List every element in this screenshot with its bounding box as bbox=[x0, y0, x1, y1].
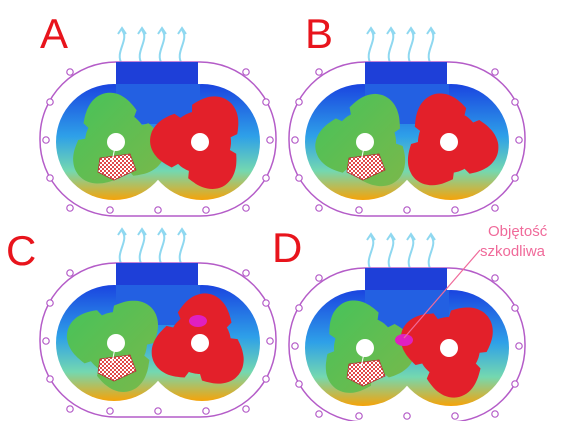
bolt-hole-icon bbox=[66, 269, 74, 277]
bolt-hole-icon bbox=[511, 174, 519, 182]
right-shaft bbox=[440, 339, 458, 357]
wavy-arrow-icon bbox=[387, 29, 395, 65]
bolt-hole-icon bbox=[295, 304, 303, 312]
dead-volume bbox=[189, 315, 207, 327]
bolt-hole-icon bbox=[42, 337, 50, 345]
bolt-hole-icon bbox=[46, 98, 54, 106]
panel-label-b: B bbox=[305, 10, 333, 57]
bolt-hole-icon bbox=[295, 174, 303, 182]
bolt-hole-icon bbox=[315, 274, 323, 282]
dead-volume-callout-line2: szkodliwa bbox=[480, 243, 546, 260]
bolt-hole-icon bbox=[42, 136, 50, 144]
hatched-pocket bbox=[97, 354, 137, 382]
bolt-hole-icon bbox=[491, 68, 499, 76]
bolt-hole-icon bbox=[154, 206, 162, 214]
bolt-hole-icon bbox=[66, 405, 74, 413]
dead-volume-leader-line bbox=[403, 249, 481, 339]
blower-panel-d bbox=[288, 232, 526, 421]
wavy-arrow-icon bbox=[427, 29, 435, 65]
bolt-hole-icon bbox=[295, 380, 303, 388]
wavy-arrow-icon bbox=[387, 235, 395, 271]
bolt-hole-icon bbox=[491, 410, 499, 418]
wavy-arrow-icon bbox=[367, 235, 375, 271]
bolt-hole-icon bbox=[491, 274, 499, 282]
bolt-hole-icon bbox=[262, 375, 270, 383]
bolt-hole-icon bbox=[515, 136, 523, 144]
bolt-hole-icon bbox=[202, 206, 210, 214]
bolt-hole-icon bbox=[242, 68, 250, 76]
wavy-arrow-icon bbox=[407, 235, 415, 271]
bolt-hole-icon bbox=[242, 204, 250, 212]
panel-label-a: A bbox=[40, 10, 68, 57]
hatched-pocket bbox=[97, 153, 137, 181]
wavy-arrow-icon bbox=[407, 29, 415, 65]
bolt-hole-icon bbox=[106, 407, 114, 415]
wavy-arrow-icon bbox=[178, 230, 186, 266]
bolt-hole-icon bbox=[295, 98, 303, 106]
bolt-hole-icon bbox=[46, 174, 54, 182]
bolt-hole-icon bbox=[66, 68, 74, 76]
bolt-hole-icon bbox=[403, 412, 411, 420]
bolt-hole-icon bbox=[46, 375, 54, 383]
wavy-arrow-icon bbox=[118, 230, 126, 266]
bolt-hole-icon bbox=[291, 342, 299, 350]
bolt-hole-icon bbox=[242, 269, 250, 277]
wavy-arrow-icon bbox=[158, 29, 166, 65]
bolt-hole-icon bbox=[202, 407, 210, 415]
bolt-hole-icon bbox=[266, 136, 274, 144]
wavy-arrow-icon bbox=[178, 29, 186, 65]
bolt-hole-icon bbox=[451, 412, 459, 420]
bolt-hole-icon bbox=[511, 380, 519, 388]
bolt-hole-icon bbox=[291, 136, 299, 144]
hatched-pocket bbox=[346, 153, 386, 181]
right-shaft bbox=[440, 133, 458, 151]
dead-volume bbox=[395, 334, 413, 346]
right-shaft bbox=[191, 133, 209, 151]
dead-volume-callout-line1: Objętość bbox=[488, 223, 548, 240]
bolt-hole-icon bbox=[491, 204, 499, 212]
wavy-arrow-icon bbox=[367, 29, 375, 65]
bolt-hole-icon bbox=[451, 206, 459, 214]
bolt-hole-icon bbox=[46, 299, 54, 307]
right-shaft bbox=[191, 334, 209, 352]
bolt-hole-icon bbox=[262, 299, 270, 307]
bolt-hole-icon bbox=[266, 337, 274, 345]
panel-label-c: C bbox=[6, 227, 36, 274]
bolt-hole-icon bbox=[106, 206, 114, 214]
bolt-hole-icon bbox=[242, 405, 250, 413]
blower-panel-c bbox=[39, 227, 277, 418]
bolt-hole-icon bbox=[315, 410, 323, 418]
wavy-arrow-icon bbox=[158, 230, 166, 266]
bolt-hole-icon bbox=[511, 304, 519, 312]
blower-panel-a bbox=[39, 26, 277, 217]
bolt-hole-icon bbox=[355, 206, 363, 214]
hatched-pocket bbox=[346, 359, 386, 387]
bolt-hole-icon bbox=[66, 204, 74, 212]
wavy-arrow-icon bbox=[118, 29, 126, 65]
bolt-hole-icon bbox=[262, 174, 270, 182]
panel-label-d: D bbox=[272, 224, 302, 271]
wavy-arrow-icon bbox=[427, 235, 435, 271]
bolt-hole-icon bbox=[315, 204, 323, 212]
bolt-hole-icon bbox=[515, 342, 523, 350]
bolt-hole-icon bbox=[511, 98, 519, 106]
blower-panel-b bbox=[288, 26, 526, 217]
bolt-hole-icon bbox=[355, 412, 363, 420]
bolt-hole-icon bbox=[315, 68, 323, 76]
bolt-hole-icon bbox=[262, 98, 270, 106]
bolt-hole-icon bbox=[403, 206, 411, 214]
wavy-arrow-icon bbox=[138, 230, 146, 266]
wavy-arrow-icon bbox=[138, 29, 146, 65]
bolt-hole-icon bbox=[154, 407, 162, 415]
